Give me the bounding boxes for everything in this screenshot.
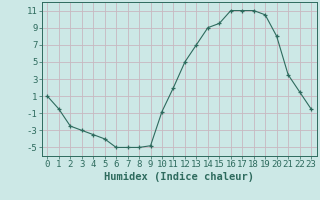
X-axis label: Humidex (Indice chaleur): Humidex (Indice chaleur) bbox=[104, 172, 254, 182]
